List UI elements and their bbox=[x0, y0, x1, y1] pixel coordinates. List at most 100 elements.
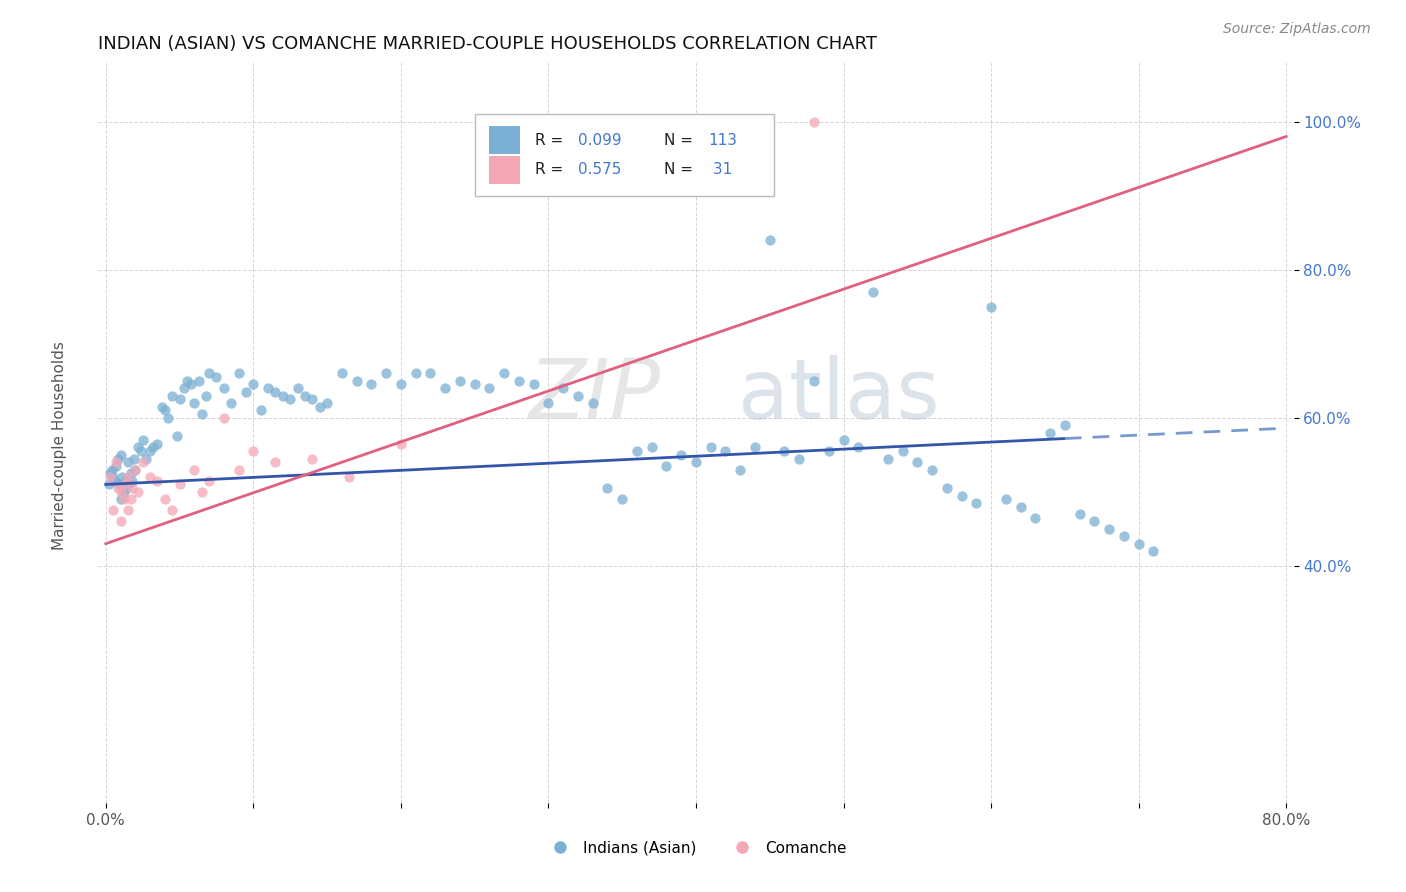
Point bbox=[100, 462, 122, 476]
Point bbox=[112, 484, 135, 499]
Text: R =: R = bbox=[534, 133, 568, 148]
Point bbox=[139, 444, 162, 458]
Point bbox=[1010, 500, 1032, 514]
Point bbox=[337, 470, 360, 484]
Point bbox=[129, 444, 152, 458]
Text: atlas: atlas bbox=[738, 355, 939, 436]
Point bbox=[190, 407, 212, 421]
Point bbox=[97, 477, 120, 491]
Point bbox=[508, 374, 530, 388]
Legend: Indians (Asian), Comanche: Indians (Asian), Comanche bbox=[538, 835, 853, 862]
Point bbox=[1069, 507, 1091, 521]
Point bbox=[146, 436, 169, 450]
Point bbox=[228, 367, 250, 381]
Point bbox=[107, 481, 129, 495]
Point bbox=[671, 448, 693, 462]
Point bbox=[817, 444, 839, 458]
Point bbox=[235, 384, 257, 399]
Point bbox=[773, 444, 796, 458]
Point bbox=[219, 396, 242, 410]
Point bbox=[127, 441, 149, 455]
Point bbox=[950, 489, 973, 503]
Point bbox=[117, 470, 139, 484]
Point bbox=[714, 444, 737, 458]
Point bbox=[862, 285, 884, 299]
Point bbox=[139, 470, 162, 484]
Point bbox=[846, 441, 869, 455]
Point bbox=[1053, 418, 1076, 433]
Point bbox=[131, 433, 153, 447]
Point bbox=[122, 451, 145, 466]
Point bbox=[110, 492, 132, 507]
FancyBboxPatch shape bbox=[489, 156, 520, 184]
Point bbox=[965, 496, 987, 510]
Point bbox=[173, 381, 195, 395]
Point bbox=[758, 233, 780, 247]
Point bbox=[105, 458, 128, 473]
Point bbox=[905, 455, 928, 469]
Point bbox=[108, 477, 131, 491]
Point bbox=[107, 451, 129, 466]
Text: INDIAN (ASIAN) VS COMANCHE MARRIED-COUPLE HOUSEHOLDS CORRELATION CHART: INDIAN (ASIAN) VS COMANCHE MARRIED-COUPL… bbox=[98, 35, 877, 53]
Point bbox=[787, 451, 810, 466]
Point bbox=[301, 392, 323, 407]
Point bbox=[523, 377, 546, 392]
Point bbox=[135, 451, 157, 466]
Point bbox=[142, 441, 165, 455]
Point bbox=[98, 470, 121, 484]
Point bbox=[117, 455, 139, 469]
Text: 0.099: 0.099 bbox=[578, 133, 621, 148]
Point bbox=[294, 389, 316, 403]
Point bbox=[146, 474, 169, 488]
Point bbox=[127, 484, 149, 499]
Point bbox=[110, 448, 132, 462]
Point bbox=[187, 374, 209, 388]
Point bbox=[242, 377, 264, 392]
Point bbox=[980, 300, 1002, 314]
Point bbox=[699, 441, 721, 455]
Point bbox=[891, 444, 914, 458]
Point bbox=[110, 484, 132, 499]
Point bbox=[264, 455, 287, 469]
Point bbox=[1024, 510, 1046, 524]
Text: 31: 31 bbox=[709, 162, 733, 178]
Point bbox=[101, 470, 124, 484]
Text: R =: R = bbox=[534, 162, 568, 178]
Text: ZIP: ZIP bbox=[529, 355, 661, 436]
Point bbox=[537, 396, 560, 410]
Point bbox=[183, 462, 205, 476]
Point bbox=[120, 492, 142, 507]
Point bbox=[124, 462, 146, 476]
Point bbox=[375, 367, 398, 381]
Point bbox=[112, 492, 135, 507]
Point bbox=[316, 396, 339, 410]
Point bbox=[308, 400, 330, 414]
Point bbox=[264, 384, 287, 399]
Point bbox=[156, 410, 179, 425]
Point bbox=[160, 503, 183, 517]
Point bbox=[641, 441, 664, 455]
Point bbox=[105, 455, 128, 469]
Point bbox=[121, 474, 143, 488]
Point bbox=[449, 374, 471, 388]
Point bbox=[330, 367, 353, 381]
Point bbox=[582, 396, 605, 410]
Point bbox=[153, 403, 176, 417]
Text: 113: 113 bbox=[709, 133, 737, 148]
Point bbox=[921, 462, 943, 476]
Point bbox=[150, 400, 173, 414]
Point bbox=[131, 455, 153, 469]
Point bbox=[212, 410, 235, 425]
Point bbox=[434, 381, 457, 395]
Point bbox=[271, 389, 294, 403]
Point bbox=[115, 481, 138, 495]
Point bbox=[301, 451, 323, 466]
Point bbox=[553, 381, 575, 395]
Point bbox=[228, 462, 250, 476]
Point bbox=[242, 444, 264, 458]
Point bbox=[169, 392, 191, 407]
Point bbox=[114, 477, 136, 491]
Point bbox=[346, 374, 368, 388]
Point bbox=[832, 433, 855, 447]
FancyBboxPatch shape bbox=[489, 126, 520, 154]
